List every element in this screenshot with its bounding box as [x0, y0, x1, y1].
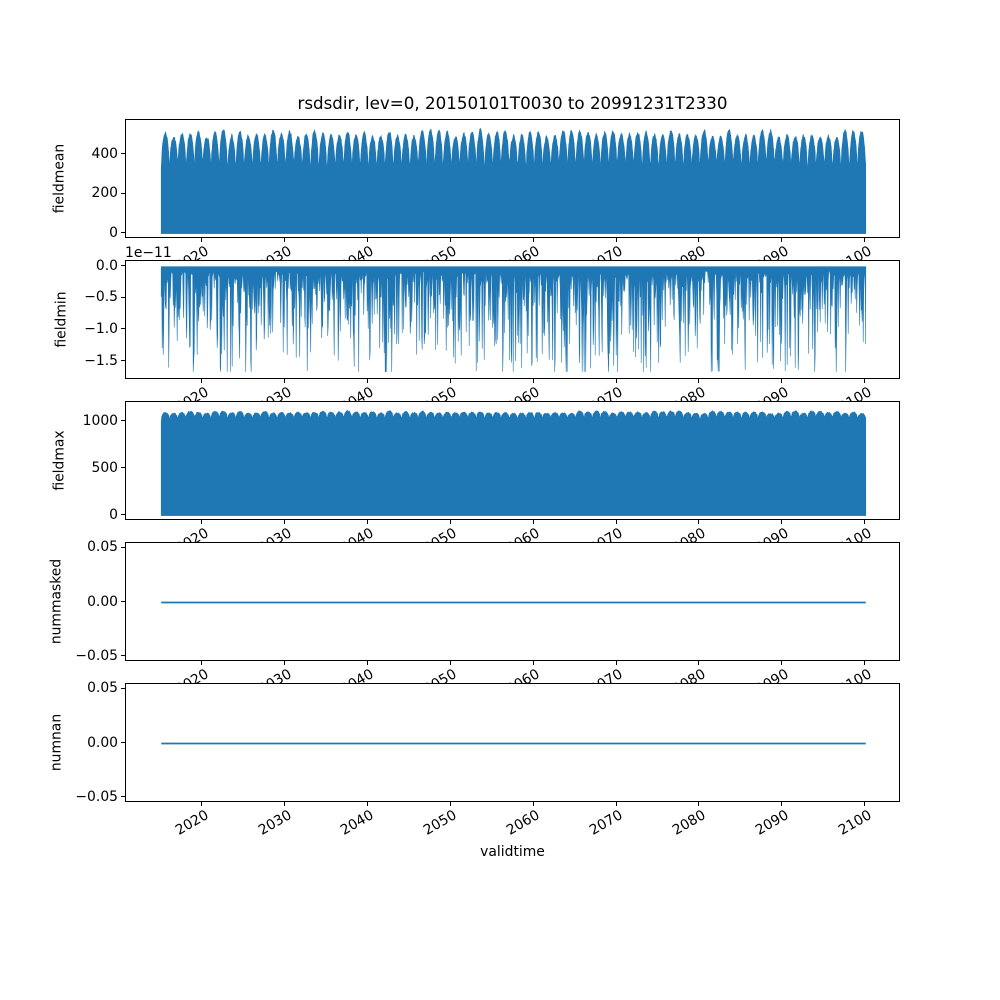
y-tick-label: 500 — [91, 459, 118, 476]
x-tick-mark — [284, 520, 286, 524]
x-tick-mark — [449, 661, 451, 665]
y-tick-mark — [121, 687, 125, 689]
data-series-fieldmax — [160, 409, 867, 516]
y-tick-label: −0.5 — [84, 289, 118, 306]
x-tick-mark — [615, 238, 617, 242]
y-tick-mark — [121, 546, 125, 548]
x-tick-mark — [449, 802, 451, 806]
x-tick-mark — [864, 802, 866, 806]
x-tick-mark — [201, 520, 203, 524]
y-tick-label: 0 — [109, 506, 118, 523]
y-tick-mark — [121, 796, 125, 798]
data-series-numnan — [161, 742, 866, 745]
x-tick-mark — [449, 520, 451, 524]
y-tick-label: 400 — [91, 145, 118, 162]
x-tick-mark — [201, 661, 203, 665]
x-tick-mark — [284, 379, 286, 383]
y-tick-mark — [121, 192, 125, 194]
x-tick-mark — [366, 379, 368, 383]
plot-area-fieldmin — [125, 260, 900, 379]
y-tick-label: 1000 — [82, 412, 118, 429]
x-tick-mark — [864, 661, 866, 665]
x-tick-mark — [449, 238, 451, 242]
x-tick-mark — [532, 520, 534, 524]
y-tick-mark — [121, 328, 125, 330]
y-tick-mark — [121, 601, 125, 602]
x-tick-mark — [781, 379, 783, 383]
y-tick-label: −0.05 — [75, 788, 118, 805]
y-tick-mark — [121, 232, 125, 234]
x-tick-mark — [284, 661, 286, 665]
x-tick-mark — [366, 520, 368, 524]
x-tick-mark — [864, 520, 866, 524]
x-tick-mark — [615, 520, 617, 524]
x-tick-mark — [864, 379, 866, 383]
y-tick-mark — [121, 467, 125, 469]
data-series-fieldmin — [160, 266, 867, 372]
x-tick-mark — [201, 802, 203, 806]
y-tick-label: −1.0 — [84, 320, 118, 337]
x-tick-mark — [532, 238, 534, 242]
x-tick-mark — [532, 661, 534, 665]
x-tick-mark — [781, 238, 783, 242]
x-tick-mark — [284, 238, 286, 242]
x-tick-mark — [698, 520, 700, 524]
y-tick-label: 0.00 — [87, 734, 118, 751]
x-tick-mark — [864, 238, 866, 242]
x-tick-mark — [201, 238, 203, 242]
x-tick-mark — [698, 802, 700, 806]
plot-area-fieldmax — [125, 401, 900, 520]
plot-title: rsdsdir, lev=0, 20150101T0030 to 2099123… — [297, 93, 728, 113]
x-tick-mark — [698, 379, 700, 383]
x-tick-mark — [781, 520, 783, 524]
plot-area-numnan — [125, 683, 900, 802]
data-series-nummasked — [161, 601, 866, 604]
x-tick-mark — [615, 379, 617, 383]
y-tick-label: 0 — [109, 224, 118, 241]
x-tick-mark — [366, 661, 368, 665]
y-tick-label: 0.05 — [87, 680, 118, 697]
y-tick-label: 0.05 — [87, 539, 118, 556]
y-tick-label: 0.00 — [87, 593, 118, 610]
x-tick-mark — [615, 802, 617, 806]
x-tick-mark — [698, 661, 700, 665]
x-tick-mark — [532, 379, 534, 383]
y-tick-mark — [121, 265, 125, 267]
data-series-fieldmean — [160, 128, 867, 234]
x-tick-mark — [284, 802, 286, 806]
x-tick-mark — [781, 802, 783, 806]
y-tick-mark — [121, 655, 125, 657]
y-tick-label: −1.5 — [84, 352, 118, 369]
plot-area-nummasked — [125, 542, 900, 661]
x-axis-label: validtime — [480, 844, 545, 860]
x-tick-mark — [698, 238, 700, 242]
y-tick-mark — [121, 420, 125, 422]
y-tick-mark — [121, 742, 125, 743]
x-tick-mark — [449, 379, 451, 383]
y-tick-mark — [121, 296, 125, 298]
x-tick-mark — [615, 661, 617, 665]
x-tick-mark — [532, 802, 534, 806]
x-tick-mark — [781, 661, 783, 665]
plot-area-fieldmean — [125, 119, 900, 238]
x-tick-mark — [366, 802, 368, 806]
y-tick-mark — [121, 360, 125, 362]
y-tick-mark — [121, 514, 125, 516]
x-tick-mark — [366, 238, 368, 242]
x-tick-mark — [201, 379, 203, 383]
y-tick-label: 200 — [91, 185, 118, 202]
y-tick-label: −0.05 — [75, 647, 118, 664]
y-tick-label: 0.0 — [95, 257, 118, 274]
y-axis-offset-text: 1e−11 — [125, 245, 172, 261]
y-tick-mark — [121, 153, 125, 155]
